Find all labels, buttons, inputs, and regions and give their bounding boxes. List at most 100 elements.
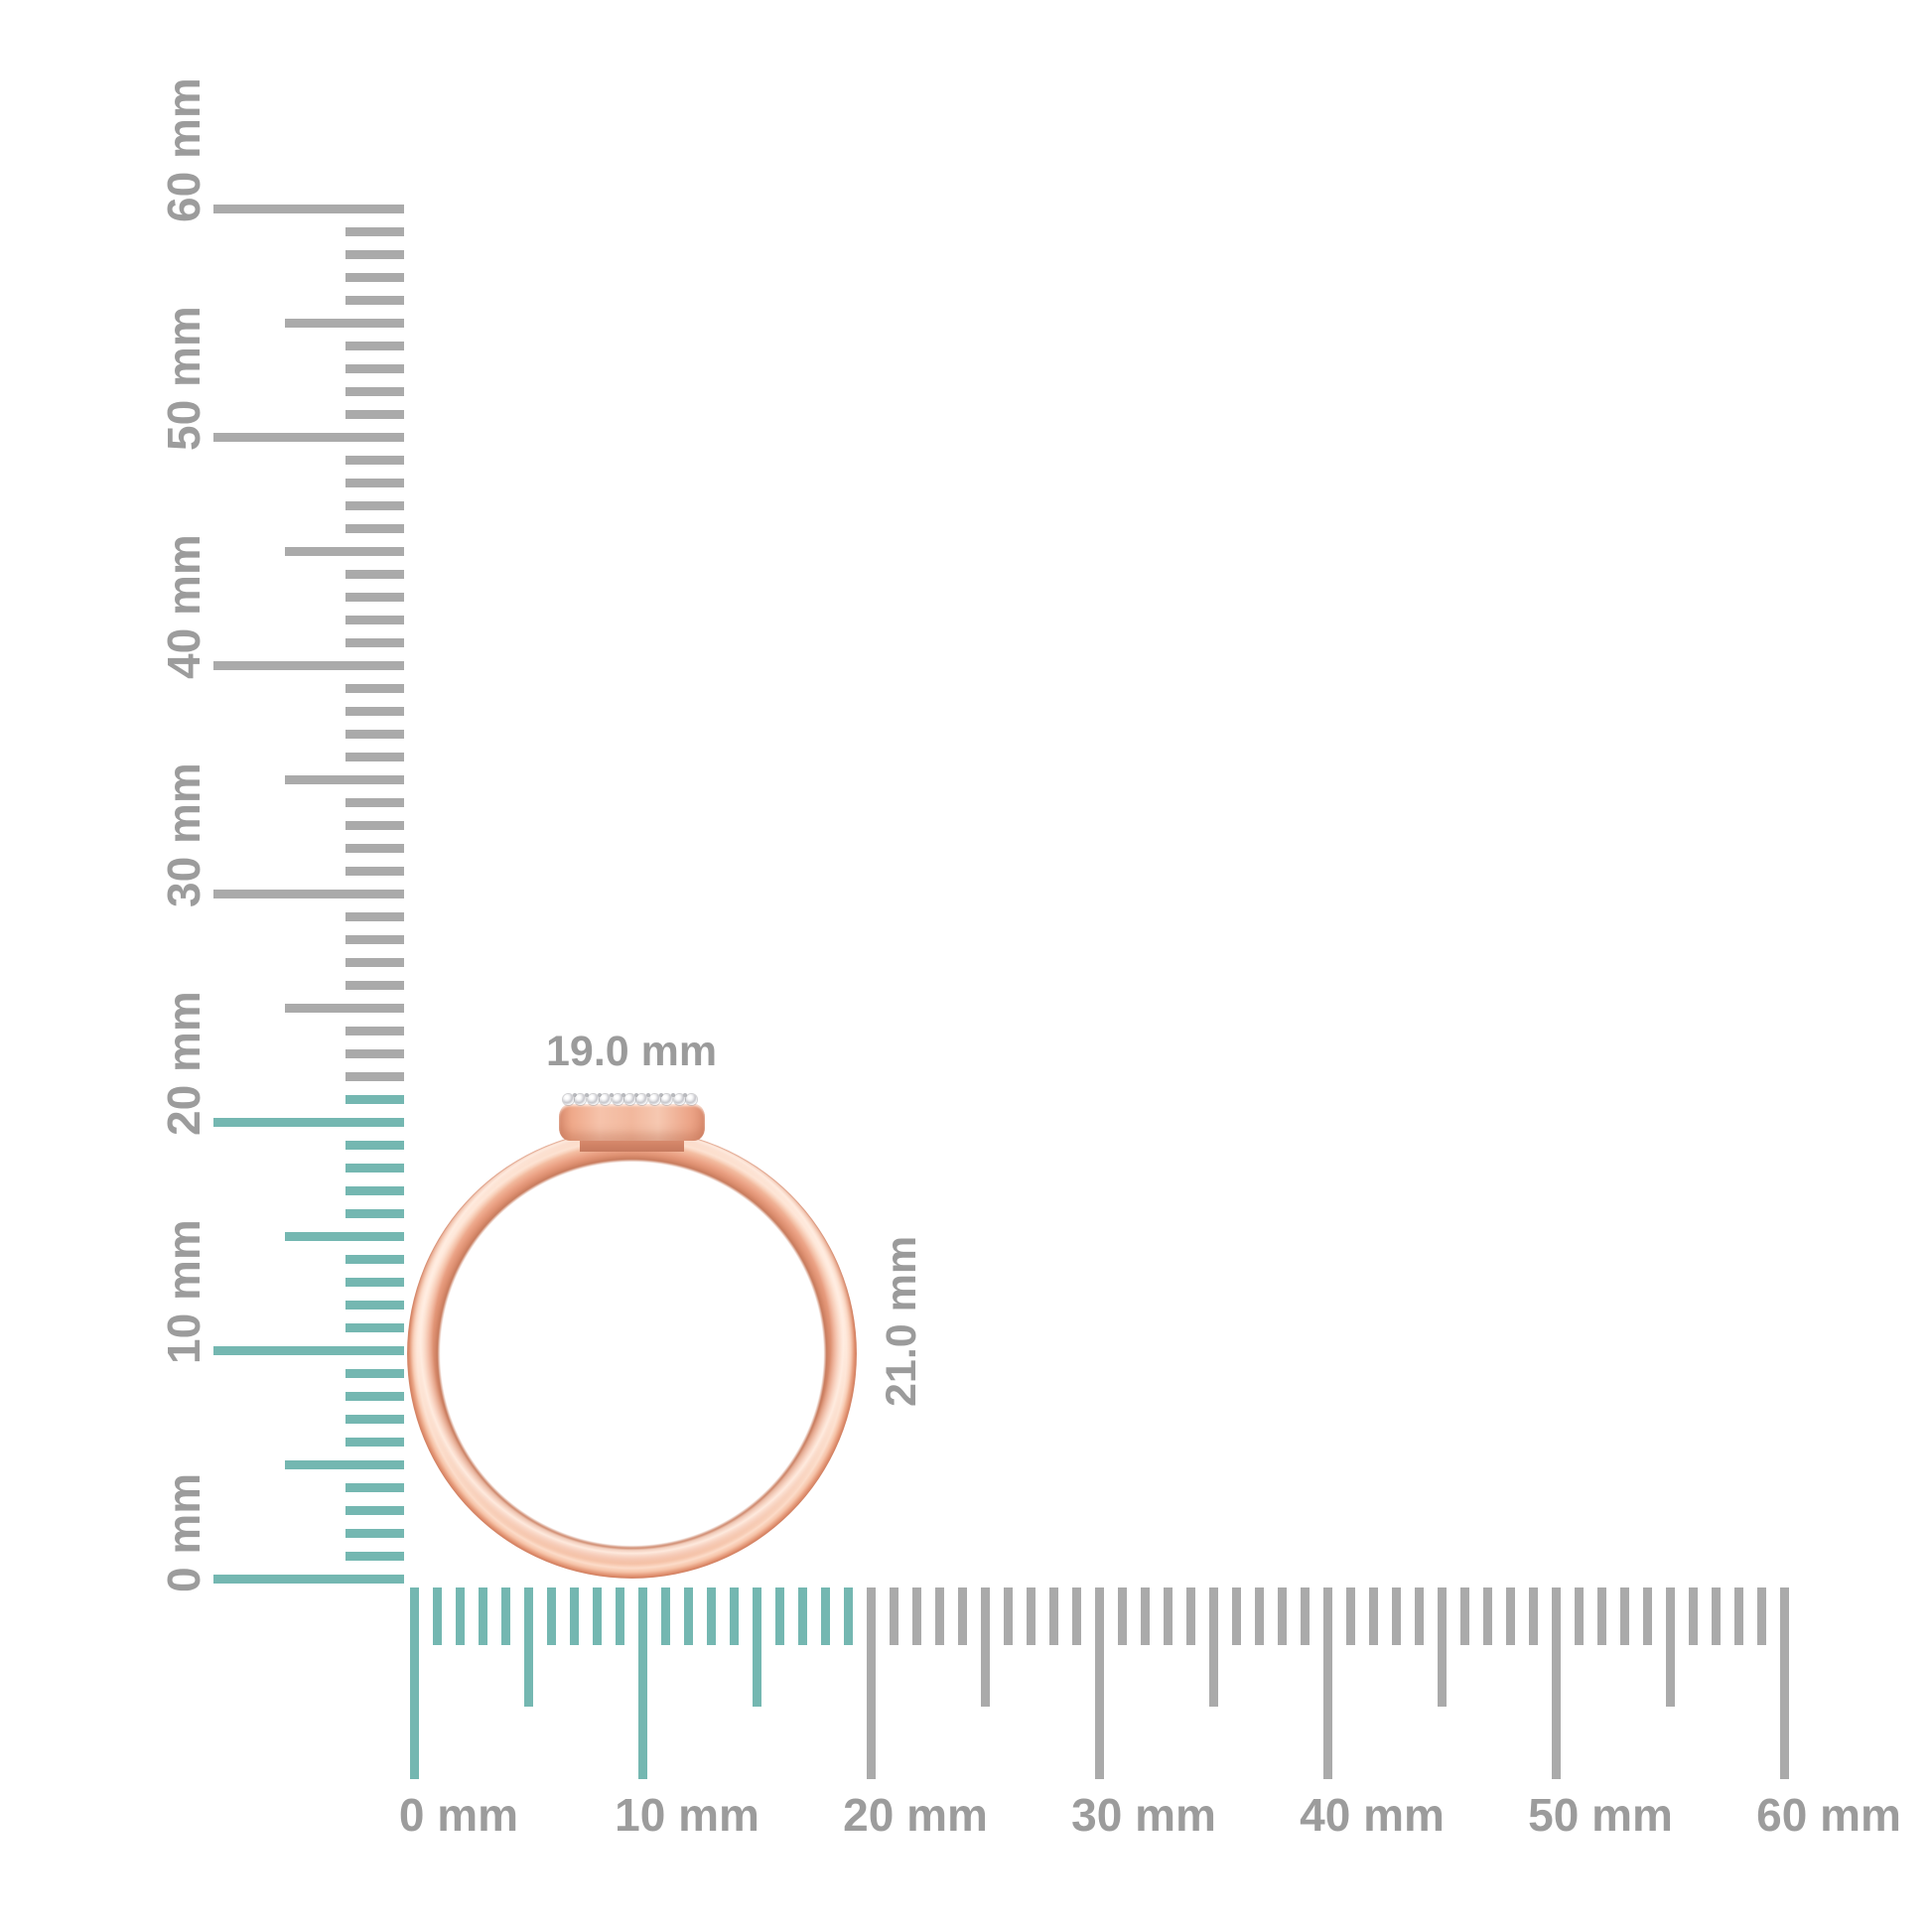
vertical-ruler-tick bbox=[345, 1254, 404, 1264]
vertical-ruler-tick bbox=[345, 637, 404, 647]
horizontal-ruler-tick bbox=[1619, 1587, 1629, 1645]
horizontal-ruler-tick bbox=[1459, 1587, 1469, 1645]
prong-dot bbox=[658, 1093, 663, 1097]
vertical-ruler-tick bbox=[285, 318, 404, 328]
horizontal-ruler-tick bbox=[1140, 1587, 1150, 1645]
vertical-ruler-tick bbox=[345, 683, 404, 693]
vertical-ruler-label: 30 mm bbox=[158, 762, 209, 907]
vertical-ruler-tick bbox=[345, 295, 404, 305]
horizontal-ruler-tick bbox=[911, 1587, 921, 1645]
diamond-stone bbox=[686, 1094, 697, 1105]
vertical-ruler-tick bbox=[285, 1003, 404, 1013]
horizontal-ruler-tick bbox=[1322, 1587, 1332, 1779]
vertical-ruler-tick bbox=[345, 363, 404, 373]
vertical-ruler-tick bbox=[345, 1048, 404, 1058]
vertical-ruler-tick bbox=[345, 1368, 404, 1378]
vertical-ruler-tick bbox=[345, 1414, 404, 1424]
horizontal-ruler-tick bbox=[455, 1587, 465, 1645]
horizontal-ruler-tick bbox=[1163, 1587, 1173, 1645]
vertical-ruler-tick bbox=[345, 478, 404, 487]
horizontal-ruler-tick bbox=[706, 1587, 716, 1645]
vertical-ruler-tick bbox=[345, 272, 404, 282]
diamond-stone bbox=[600, 1094, 612, 1105]
horizontal-ruler-tick bbox=[1596, 1587, 1606, 1645]
horizontal-ruler-tick bbox=[546, 1587, 556, 1645]
horizontal-ruler-tick bbox=[409, 1587, 419, 1779]
vertical-ruler-tick bbox=[345, 843, 404, 853]
horizontal-ruler-label: 20 mm bbox=[843, 1789, 988, 1841]
horizontal-ruler-tick bbox=[980, 1587, 990, 1707]
horizontal-ruler-tick bbox=[1574, 1587, 1584, 1645]
vertical-ruler-tick bbox=[285, 1459, 404, 1469]
diamond-stone bbox=[587, 1094, 599, 1105]
vertical-ruler-tick bbox=[345, 341, 404, 350]
vertical-ruler-label: 20 mm bbox=[158, 991, 209, 1136]
diamond-stone bbox=[563, 1094, 574, 1105]
horizontal-ruler-tick bbox=[729, 1587, 739, 1645]
vertical-ruler-tick bbox=[345, 1185, 404, 1195]
horizontal-ruler-tick bbox=[1026, 1587, 1035, 1645]
horizontal-ruler-tick bbox=[1665, 1587, 1675, 1707]
horizontal-ruler-tick bbox=[1208, 1587, 1218, 1707]
horizontal-ruler-tick bbox=[569, 1587, 579, 1645]
horizontal-ruler-tick bbox=[1482, 1587, 1492, 1645]
horizontal-ruler-label: 0 mm bbox=[398, 1789, 519, 1841]
vertical-ruler-tick bbox=[345, 1322, 404, 1332]
horizontal-ruler-tick bbox=[1368, 1587, 1378, 1645]
horizontal-ruler-tick bbox=[1733, 1587, 1743, 1645]
vertical-ruler-tick bbox=[213, 1345, 404, 1355]
horizontal-ruler-label: 30 mm bbox=[1071, 1789, 1216, 1841]
horizontal-ruler-tick bbox=[752, 1587, 761, 1707]
horizontal-ruler-tick bbox=[660, 1587, 670, 1645]
prong-dot bbox=[683, 1093, 688, 1097]
horizontal-ruler-tick bbox=[1300, 1587, 1310, 1645]
vertical-ruler-tick bbox=[213, 660, 404, 670]
prong-dot bbox=[610, 1093, 614, 1097]
vertical-ruler-tick bbox=[345, 455, 404, 465]
horizontal-ruler-tick bbox=[1505, 1587, 1515, 1645]
horizontal-ruler-tick bbox=[889, 1587, 898, 1645]
horizontal-ruler-tick bbox=[592, 1587, 602, 1645]
horizontal-ruler-tick bbox=[1779, 1587, 1789, 1779]
vertical-ruler-tick bbox=[345, 249, 404, 259]
vertical-ruler-tick bbox=[345, 1551, 404, 1561]
horizontal-ruler-tick bbox=[1254, 1587, 1264, 1645]
horizontal-ruler-tick bbox=[637, 1587, 647, 1779]
vertical-ruler-tick bbox=[285, 774, 404, 784]
horizontal-ruler-tick bbox=[1117, 1587, 1127, 1645]
diamond-stone bbox=[612, 1094, 623, 1105]
vertical-ruler-tick bbox=[345, 569, 404, 579]
vertical-ruler-tick bbox=[345, 500, 404, 510]
vertical-ruler-tick bbox=[345, 1437, 404, 1447]
vertical-ruler-tick bbox=[345, 386, 404, 396]
diamond-row bbox=[563, 1093, 701, 1107]
vertical-ruler-tick bbox=[345, 1505, 404, 1515]
vertical-ruler-tick bbox=[345, 1528, 404, 1538]
horizontal-ruler-label: 50 mm bbox=[1528, 1789, 1673, 1841]
horizontal-ruler-tick bbox=[1277, 1587, 1287, 1645]
vertical-ruler-tick bbox=[345, 592, 404, 602]
horizontal-ruler-tick bbox=[1642, 1587, 1652, 1645]
horizontal-ruler-tick bbox=[774, 1587, 784, 1645]
vertical-ruler-tick bbox=[345, 729, 404, 739]
horizontal-ruler-tick bbox=[866, 1587, 876, 1779]
horizontal-ruler-tick bbox=[1391, 1587, 1401, 1645]
horizontal-ruler-tick bbox=[615, 1587, 624, 1645]
horizontal-ruler-tick bbox=[1551, 1587, 1561, 1779]
vertical-ruler-tick bbox=[345, 1300, 404, 1310]
vertical-ruler-tick bbox=[345, 1094, 404, 1104]
horizontal-ruler-tick bbox=[1711, 1587, 1721, 1645]
diamond-stone bbox=[624, 1094, 635, 1105]
horizontal-ruler-tick bbox=[1528, 1587, 1538, 1645]
prong-dot bbox=[621, 1093, 626, 1097]
horizontal-ruler-tick bbox=[1231, 1587, 1241, 1645]
vertical-ruler-label: 10 mm bbox=[158, 1219, 209, 1364]
horizontal-ruler-tick bbox=[1094, 1587, 1104, 1779]
horizontal-ruler-label: 60 mm bbox=[1756, 1789, 1901, 1841]
vertical-ruler-tick bbox=[345, 523, 404, 533]
vertical-ruler-tick bbox=[213, 204, 404, 213]
horizontal-ruler-tick bbox=[478, 1587, 487, 1645]
horizontal-ruler-tick bbox=[500, 1587, 510, 1645]
vertical-ruler-tick bbox=[213, 1574, 404, 1584]
